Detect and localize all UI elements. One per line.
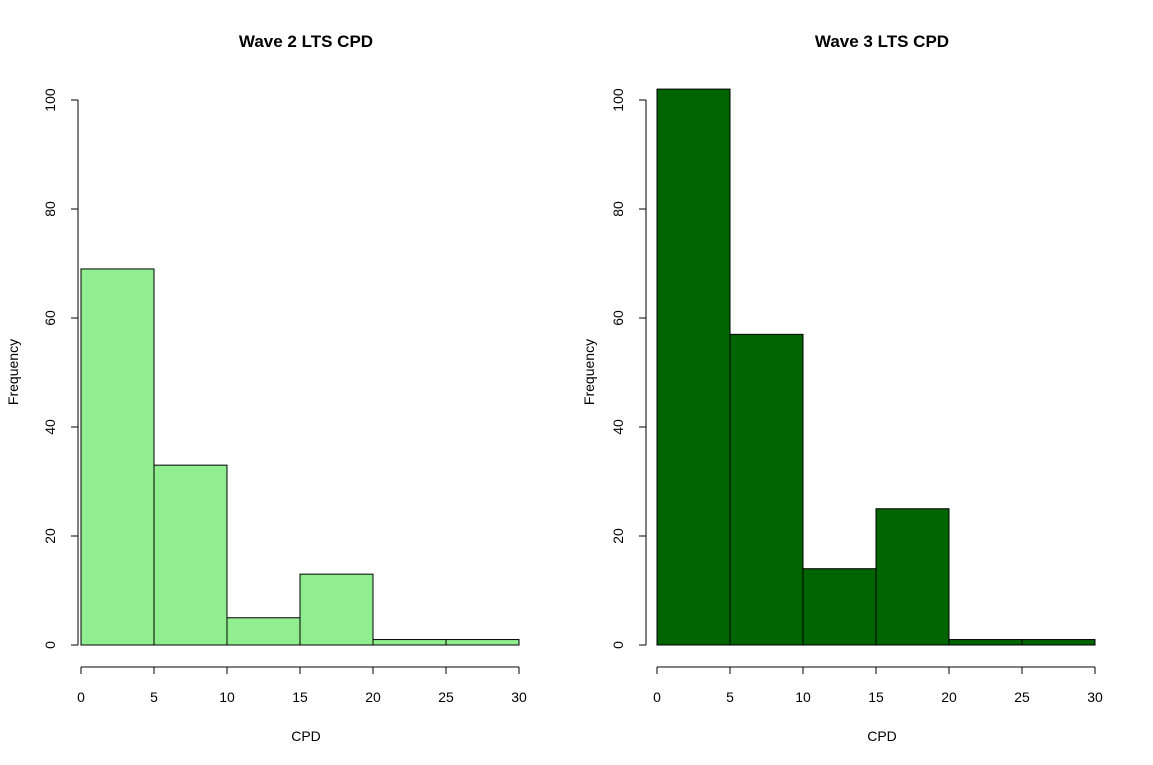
- histogram-bar: [1021, 639, 1096, 646]
- y-tick-label: 0: [610, 641, 626, 649]
- histogram-bar: [372, 639, 447, 646]
- x-tick-label: 10: [219, 689, 235, 705]
- x-axis-label: CPD: [291, 728, 321, 744]
- y-tick-label: 100: [610, 88, 626, 112]
- x-tick-label: 0: [653, 689, 661, 705]
- x-tick-label: 20: [365, 689, 381, 705]
- histogram-bar: [729, 333, 804, 646]
- y-tick-label: 40: [610, 419, 626, 435]
- histogram-bar: [299, 573, 374, 646]
- y-tick-label: 80: [42, 201, 58, 217]
- x-tick-label: 5: [726, 689, 734, 705]
- histogram-bar: [80, 268, 155, 646]
- x-tick-label: 25: [1014, 689, 1030, 705]
- axes: 0 5 10 15 20 25 30 0 20 40 60 80 100: [610, 88, 1103, 705]
- y-tick-label: 0: [42, 641, 58, 649]
- x-tick-label: 15: [868, 689, 884, 705]
- y-tick-label: 20: [610, 528, 626, 544]
- histogram-bar: [802, 568, 877, 646]
- x-tick-label: 5: [150, 689, 158, 705]
- x-tick-label: 15: [292, 689, 308, 705]
- y-axis-label: Frequency: [581, 339, 597, 405]
- y-tick-label: 100: [42, 88, 58, 112]
- histogram-bar: [948, 639, 1023, 646]
- histogram-wave2: Wave 2 LTS CPD CPD Frequency 0 5 10 15 20 25 3…: [5, 32, 527, 744]
- histogram-bar: [656, 88, 731, 646]
- x-tick-label: 30: [1087, 689, 1103, 705]
- histogram-bar: [875, 508, 950, 646]
- y-tick-label: 40: [42, 419, 58, 435]
- y-axis-label: Frequency: [5, 339, 21, 405]
- y-tick-label: 80: [610, 201, 626, 217]
- x-tick-label: 25: [438, 689, 454, 705]
- histogram-bar: [153, 464, 228, 646]
- y-tick-label: 60: [42, 310, 58, 326]
- histogram-wave3: Wave 3 LTS CPD CPD Frequency 0 5 10 15 20 25 3…: [581, 32, 1103, 744]
- y-tick-label: 60: [610, 310, 626, 326]
- bars: [80, 268, 520, 646]
- chart-title: Wave 2 LTS CPD: [239, 32, 373, 51]
- histogram-bar: [226, 617, 301, 646]
- bars: [656, 88, 1096, 646]
- chart-title: Wave 3 LTS CPD: [815, 32, 949, 51]
- axes: 0 5 10 15 20 25 30 0 20 40 60 80 100: [42, 88, 527, 705]
- y-tick-label: 20: [42, 528, 58, 544]
- x-tick-label: 20: [941, 689, 957, 705]
- x-tick-label: 10: [795, 689, 811, 705]
- histogram-bar: [445, 639, 520, 646]
- x-tick-label: 30: [511, 689, 527, 705]
- x-tick-label: 0: [77, 689, 85, 705]
- x-axis-label: CPD: [867, 728, 897, 744]
